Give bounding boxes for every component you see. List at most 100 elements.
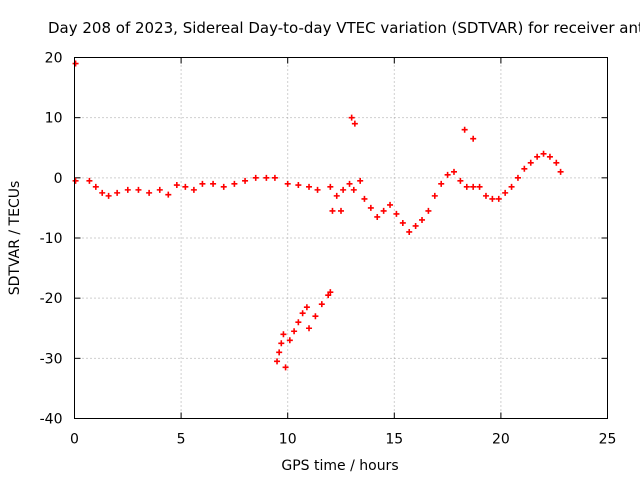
data-point [327,289,334,296]
data-point [276,349,283,356]
data-point [470,183,477,190]
data-point [546,153,553,160]
data-point [299,310,306,317]
data-points [72,60,564,371]
data-point [514,174,521,181]
data-point [231,180,238,187]
y-tick-label: -20 [40,291,63,307]
y-tick-label: -10 [40,231,63,247]
data-point [72,60,79,67]
y-tick-label: 10 [45,111,63,127]
data-point [274,358,281,365]
data-point [489,195,496,202]
y-tick-label: -30 [40,351,63,367]
x-tick-label: 25 [599,432,617,448]
data-point [419,216,426,223]
data-point [282,364,289,371]
data-point [502,189,509,196]
data-point [348,114,355,121]
data-point [303,304,310,311]
data-point [350,186,357,193]
data-point [557,168,564,175]
data-point [527,159,534,166]
y-tick-label: 20 [45,51,63,67]
data-point [306,325,313,332]
data-point [438,180,445,187]
data-point [444,171,451,178]
data-point [387,201,394,208]
x-tick-label: 15 [385,432,403,448]
data-point [190,186,197,193]
data-point [280,331,287,338]
data-point [182,183,189,190]
data-point [156,186,163,193]
data-point [351,120,358,127]
data-point [495,195,502,202]
data-point [199,180,206,187]
data-point [338,207,344,214]
data-point [340,186,347,193]
plot-frame [74,57,608,419]
data-point [284,180,291,187]
data-point [72,177,79,184]
data-point [521,165,528,172]
data-point [220,183,227,190]
data-point [105,192,112,199]
data-point [482,192,489,199]
data-point [291,328,298,335]
data-point [92,183,99,190]
data-point [425,207,432,214]
data-point [135,186,142,193]
data-point [146,189,153,196]
data-point [165,191,172,198]
x-tick-label: 5 [177,432,186,448]
data-point [295,182,302,189]
data-point [461,126,468,133]
grid-lines [74,57,608,419]
data-point [534,153,541,160]
data-point [210,180,217,187]
data-point [374,213,381,220]
data-point [399,219,406,226]
data-point [173,182,180,189]
tick-labels: 0 5 10 15 20 25 -40 -30 -20 -10 0 10 20 [40,51,617,448]
data-point [325,292,332,299]
data-point [295,319,302,326]
x-axis-label: GPS time / hours [281,458,398,474]
data-point [476,183,483,190]
data-point [463,183,470,190]
data-point [333,192,340,199]
data-point [361,195,368,202]
data-point [553,159,560,166]
data-point [380,207,387,214]
data-point [114,189,121,196]
x-tick-label: 20 [492,432,510,448]
data-point [278,340,285,347]
x-tick-label: 0 [70,432,79,448]
data-point [431,192,438,199]
data-point [329,207,336,214]
data-point [314,186,321,193]
data-point [318,301,325,308]
data-point [286,337,293,344]
y-axis-label: SDTVAR / TECUs [7,181,23,296]
data-point [508,183,515,190]
data-point [406,228,413,235]
data-point [312,313,319,320]
y-tick-label: -40 [40,412,63,428]
data-point [412,222,419,229]
data-point [86,177,93,184]
data-point [357,177,364,184]
x-tick-label: 10 [279,432,297,448]
data-point [393,210,400,217]
data-point [263,174,270,181]
data-point [124,186,131,193]
data-point [450,168,457,175]
data-point [540,150,547,157]
data-point [271,174,278,181]
chart-title: Day 208 of 2023, Sidereal Day-to-day VTE… [48,19,640,37]
data-point [242,177,249,184]
data-point [306,183,313,190]
